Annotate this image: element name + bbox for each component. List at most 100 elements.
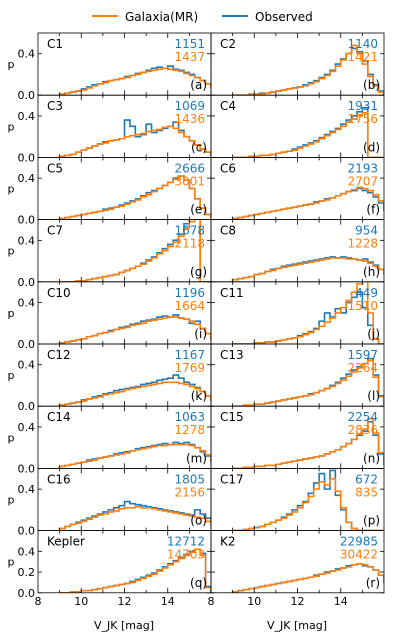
x-tick-label: 10 xyxy=(74,595,88,608)
y-axis-label: p xyxy=(8,307,15,320)
panel-letter-c6: (f) xyxy=(366,203,380,217)
campaign-label-c10: C10 xyxy=(47,286,71,300)
y-axis-label: p xyxy=(8,556,15,569)
model-histogram-c17 xyxy=(232,477,384,531)
count-observed-c4: 1931 xyxy=(347,99,378,113)
x-tick-label: 14 xyxy=(334,595,348,608)
model-histogram-c7 xyxy=(59,219,211,282)
panel-letter-c3: (c) xyxy=(191,140,207,154)
x-axis-label-left: V_JK [mag] xyxy=(94,619,154,632)
count-model-c7: 2118 xyxy=(174,237,205,251)
y-tick-label: 0.4 xyxy=(18,421,36,434)
count-observed-c15: 2254 xyxy=(347,410,378,424)
model-histogram-c11 xyxy=(232,281,384,344)
campaign-label-c8: C8 xyxy=(220,224,236,238)
count-model-c16: 2156 xyxy=(174,485,205,499)
count-observed-c10: 1196 xyxy=(174,286,205,300)
count-observed-c8: 954 xyxy=(355,224,378,238)
count-model-kepler: 14703 xyxy=(167,548,205,562)
count-model-c10: 1664 xyxy=(174,299,205,313)
y-tick-label: 0.4 xyxy=(18,110,36,123)
model-histogram-kepler xyxy=(59,548,211,593)
campaign-label-c17: C17 xyxy=(220,472,244,486)
panel-letter-c5: (e) xyxy=(190,203,207,217)
campaign-label-c14: C14 xyxy=(47,410,71,424)
panel-letter-c8: (h) xyxy=(363,265,380,279)
model-histogram-c12 xyxy=(58,381,211,407)
count-model-c14: 1278 xyxy=(174,423,205,437)
x-tick-label: 10 xyxy=(247,595,261,608)
panel-letter-c4: (d) xyxy=(363,140,380,154)
panel-letter-c7: (g) xyxy=(190,265,207,279)
x-tick-label: 12 xyxy=(291,595,305,608)
y-axis-label: p xyxy=(8,431,15,444)
y-axis-label: p xyxy=(8,58,15,71)
panel-letter-c12: (k) xyxy=(191,389,207,403)
y-axis-label: p xyxy=(8,245,15,258)
panel-letter-c15: (n) xyxy=(363,451,380,465)
x-tick-label: 12 xyxy=(118,595,132,608)
y-tick-label: 0.2 xyxy=(18,566,36,579)
count-observed-c1: 1151 xyxy=(174,37,205,51)
x-axis-label-right: V_JK [mag] xyxy=(267,619,327,632)
panel-letter-c2: (b) xyxy=(363,78,380,92)
y-tick-label: 0.4 xyxy=(18,359,36,372)
count-observed-c7: 1678 xyxy=(174,224,205,238)
y-axis-label: p xyxy=(8,494,15,507)
model-histogram-c5 xyxy=(58,175,211,220)
panel-letter-c13: (l) xyxy=(367,389,380,403)
model-histogram-c13 xyxy=(232,359,384,407)
y-axis-label: p xyxy=(8,120,15,133)
panel-letter-c11: (j) xyxy=(367,327,380,341)
count-model-c12: 1769 xyxy=(174,361,205,375)
legend-label-observed: Observed xyxy=(255,10,313,24)
model-histogram-c15 xyxy=(232,417,384,469)
y-tick-label: 0.0 xyxy=(18,587,36,600)
campaign-label-c4: C4 xyxy=(220,99,236,113)
count-model-c17: 835 xyxy=(355,485,378,499)
count-observed-c5: 2666 xyxy=(174,161,205,175)
count-model-c1: 1437 xyxy=(174,50,205,64)
count-observed-c14: 1063 xyxy=(174,410,205,424)
count-observed-c16: 1805 xyxy=(174,472,205,486)
campaign-label-c3: C3 xyxy=(47,99,63,113)
model-histogram-c4 xyxy=(232,112,384,158)
count-observed-k2: 22985 xyxy=(340,535,378,549)
x-tick-label: 14 xyxy=(161,595,175,608)
model-histogram-k2 xyxy=(231,562,384,593)
model-histogram-c3 xyxy=(58,125,211,158)
y-tick-label: 0.0 xyxy=(18,525,36,538)
campaign-label-c1: C1 xyxy=(47,37,63,51)
count-observed-c2: 1140 xyxy=(347,37,378,51)
y-tick-label: 0.0 xyxy=(18,151,36,164)
count-observed-c17: 672 xyxy=(355,472,378,486)
y-tick-label: 0.0 xyxy=(18,400,36,413)
campaign-label-c11: C11 xyxy=(220,286,244,300)
panel-letter-c10: (i) xyxy=(194,327,207,341)
campaign-label-c15: C15 xyxy=(220,410,244,424)
campaign-label-c5: C5 xyxy=(47,161,63,175)
count-model-k2: 30422 xyxy=(340,548,378,562)
campaign-label-c16: C16 xyxy=(47,472,71,486)
campaign-label-c13: C13 xyxy=(220,348,244,362)
y-axis-label: p xyxy=(8,183,15,196)
y-tick-label: 0.4 xyxy=(18,172,36,185)
count-observed-c12: 1167 xyxy=(174,348,205,362)
model-histogram-c14 xyxy=(58,443,211,469)
y-tick-label: 0.4 xyxy=(18,545,36,558)
count-observed-kepler: 12712 xyxy=(167,535,205,549)
campaign-label-c6: C6 xyxy=(220,161,236,175)
count-model-c5: 3001 xyxy=(174,174,205,188)
panel-letter-kepler: (q) xyxy=(190,576,207,590)
y-axis-label: p xyxy=(8,369,15,382)
